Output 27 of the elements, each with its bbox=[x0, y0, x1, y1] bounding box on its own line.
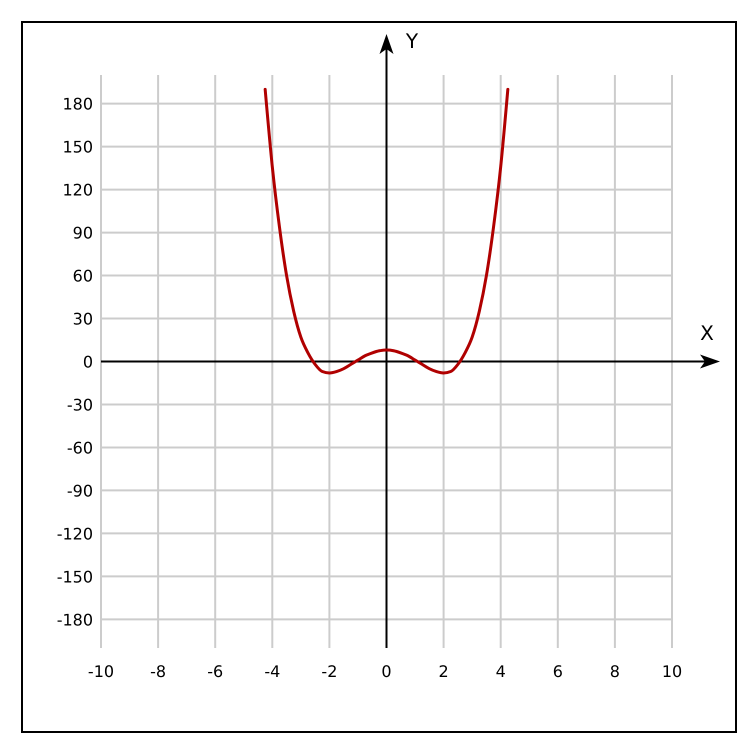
y-tick-label: 90 bbox=[72, 224, 93, 243]
y-tick-label: -120 bbox=[56, 524, 93, 544]
y-tick-label: 30 bbox=[72, 310, 93, 329]
y-tick-label: 150 bbox=[62, 138, 93, 157]
x-tick-label: -2 bbox=[321, 662, 338, 681]
y-tick-label: -150 bbox=[56, 567, 93, 586]
y-tick-label: 180 bbox=[62, 94, 93, 114]
y-tick-label: -30 bbox=[66, 395, 93, 414]
y-tick-label: 0 bbox=[82, 352, 93, 372]
x-tick-label: -8 bbox=[150, 662, 166, 681]
y-tick-label: -90 bbox=[66, 481, 93, 500]
y-tick-label: 60 bbox=[72, 266, 93, 286]
y-axis-title: Y bbox=[404, 29, 419, 53]
x-tick-label: 0 bbox=[381, 662, 392, 681]
x-tick-label: -4 bbox=[264, 662, 280, 681]
y-tick-label: 120 bbox=[62, 180, 93, 200]
x-tick-label: 4 bbox=[496, 662, 506, 681]
x-tick-label: -6 bbox=[207, 662, 224, 681]
x-tick-label: 10 bbox=[662, 662, 682, 681]
y-tick-label: -180 bbox=[56, 610, 93, 630]
x-tick-label: 8 bbox=[610, 662, 620, 681]
y-tick-label: -60 bbox=[66, 438, 93, 458]
x-tick-label: 6 bbox=[552, 662, 563, 681]
line-series bbox=[264, 88, 510, 374]
x-tick-label: 2 bbox=[438, 662, 449, 681]
x-tick-label: -10 bbox=[88, 662, 114, 681]
x-axis-title: X bbox=[700, 321, 714, 345]
